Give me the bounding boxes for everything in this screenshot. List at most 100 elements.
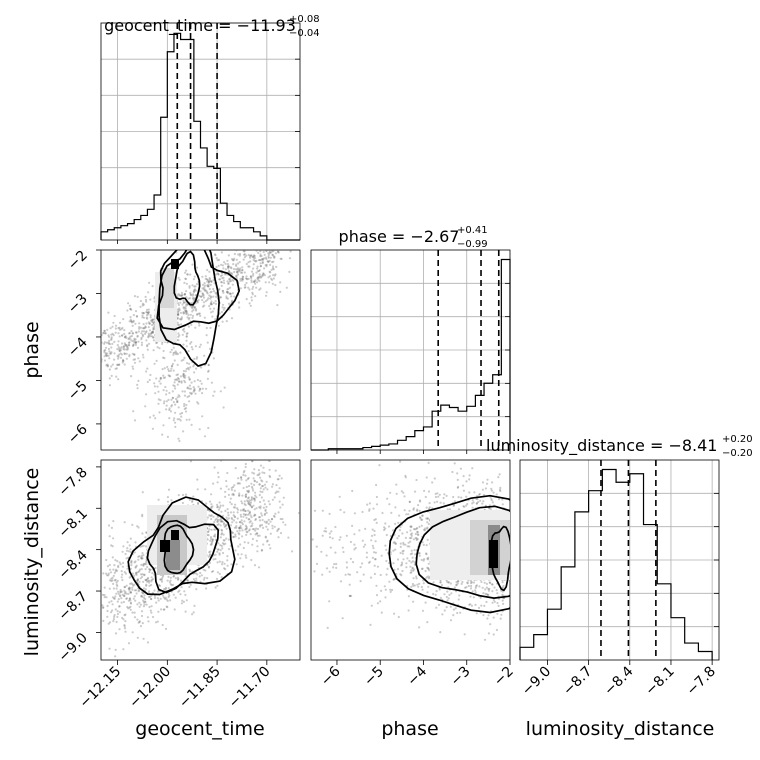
sample-point (182, 372, 185, 376)
sample-point (460, 496, 463, 499)
sample-point (144, 325, 147, 328)
sample-point (393, 577, 397, 580)
sample-point (125, 348, 128, 351)
sample-point (193, 285, 196, 288)
sample-point (241, 268, 244, 272)
sample-point (445, 595, 448, 599)
sample-point (130, 321, 133, 324)
sample-point (112, 587, 115, 590)
sample-point (356, 571, 359, 574)
sample-point (252, 504, 255, 507)
sample-point (365, 556, 368, 559)
sample-point (172, 396, 175, 399)
sample-point (214, 300, 217, 303)
sample-point (426, 538, 429, 542)
sample-point (407, 541, 410, 544)
sample-point (168, 417, 171, 420)
sample-point (152, 323, 155, 326)
sample-point (160, 580, 164, 583)
sample-point (221, 563, 224, 566)
sample-point (155, 341, 159, 344)
sample-point (132, 343, 135, 346)
sample-point (144, 563, 148, 566)
sample-point (123, 595, 126, 598)
sample-point (228, 278, 231, 281)
sample-point (425, 517, 428, 520)
sample-point (328, 536, 332, 539)
sample-point (248, 518, 251, 521)
sample-point (191, 499, 194, 502)
sample-point (250, 254, 253, 257)
sample-point (107, 622, 110, 625)
sample-point (116, 363, 119, 366)
sample-point (210, 303, 213, 306)
sample-point (250, 496, 253, 499)
sample-point (426, 521, 429, 524)
sample-point (165, 598, 168, 601)
sample-point (239, 279, 242, 282)
sample-point (210, 514, 213, 517)
sample-point (261, 258, 264, 262)
sample-point (179, 593, 182, 596)
sample-point (136, 334, 139, 337)
sample-point (243, 500, 246, 503)
sample-point (135, 341, 138, 344)
sample-point (400, 490, 403, 493)
sample-point (401, 563, 404, 566)
sample-point (142, 563, 145, 566)
sample-point (268, 250, 271, 254)
ylabel-phase: phase (21, 321, 43, 378)
sample-point (182, 373, 185, 376)
sample-point (159, 382, 162, 385)
sample-point (193, 357, 196, 360)
sample-point (131, 586, 134, 589)
sample-point (131, 611, 134, 614)
sample-point (132, 410, 135, 413)
sample-point (142, 330, 146, 333)
sample-point (251, 287, 254, 290)
sample-point (137, 570, 140, 574)
sample-point (227, 266, 230, 269)
sample-point (146, 314, 149, 317)
sample-point (191, 348, 194, 351)
sample-point (232, 519, 236, 522)
sample-point (251, 487, 254, 490)
sample-point (164, 596, 167, 599)
sample-point (142, 587, 146, 590)
sample-point (243, 508, 246, 511)
sample-point (122, 545, 125, 548)
sample-point (192, 299, 195, 302)
sample-point (414, 536, 417, 540)
sample-point (325, 567, 329, 570)
sample-point (270, 251, 273, 254)
sample-point (227, 514, 230, 517)
sample-point (154, 621, 158, 624)
sample-point (413, 584, 416, 587)
sample-point (245, 281, 248, 285)
sample-point (427, 490, 431, 493)
sample-point (153, 594, 157, 597)
sample-point (117, 598, 120, 601)
sample-point (133, 337, 136, 340)
sample-point (442, 496, 445, 500)
sample-point (219, 544, 222, 547)
sample-point (258, 276, 261, 279)
sample-point (236, 267, 240, 270)
sample-point (215, 517, 218, 520)
sample-point (138, 326, 141, 329)
sample-point (415, 527, 418, 530)
sample-point (199, 290, 202, 293)
sample-point (244, 524, 247, 527)
sample-point (173, 385, 176, 388)
sample-point (231, 292, 234, 295)
sample-point (465, 480, 468, 483)
x-tick-label: −11.85 (176, 664, 224, 712)
sample-point (129, 582, 132, 585)
sample-point (234, 535, 237, 538)
sample-point (224, 542, 227, 545)
sample-point (238, 268, 241, 271)
sample-point (144, 578, 147, 581)
sample-point (223, 386, 226, 389)
sample-point (258, 483, 261, 486)
y-tick-label: −4 (65, 334, 91, 360)
